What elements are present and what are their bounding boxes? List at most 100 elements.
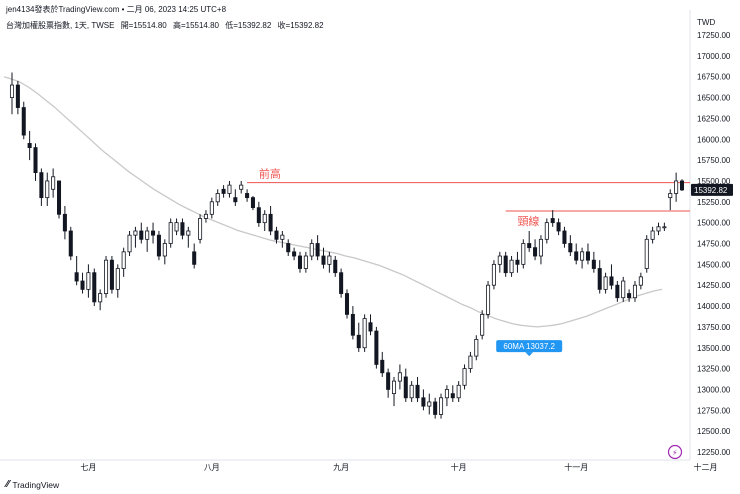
candle-body — [468, 355, 473, 369]
footer-brand-text: TradingView — [12, 479, 60, 490]
candle-body — [104, 259, 109, 294]
candle-body — [303, 255, 308, 269]
candle-body — [580, 251, 585, 261]
candlesticks — [9, 72, 685, 419]
candle-body — [533, 247, 538, 257]
close-value: 收=15392.82 — [277, 21, 324, 30]
y-tick-label: 16250.00 — [697, 114, 731, 123]
ma-value-badge[interactable] — [496, 340, 563, 353]
time-axis: 七月八月九月十月十一月十二月2023二月 — [80, 462, 717, 472]
x-tick-label: 九月 — [333, 463, 349, 472]
y-tick-label: 16000.00 — [697, 135, 731, 144]
candle-body — [9, 84, 15, 98]
candle-body — [486, 284, 491, 315]
y-tick-label: 17250.00 — [697, 31, 731, 40]
neckline-label[interactable]: 頸線 — [517, 214, 539, 228]
svg-text:⚡: ⚡ — [672, 449, 678, 458]
y-tick-label: 13750.00 — [697, 323, 731, 332]
candle-body — [333, 259, 338, 274]
candle-body — [339, 272, 344, 294]
candle-body — [491, 263, 496, 286]
resistance-label[interactable]: 前高 — [259, 167, 281, 181]
candle-body — [121, 251, 126, 269]
candle-body — [62, 213, 67, 232]
candle-body — [674, 180, 679, 194]
candle-body — [274, 230, 279, 240]
y-tick-label: 14750.00 — [697, 240, 731, 249]
y-tick-label: 15500.00 — [697, 177, 731, 186]
symbol-legend: 台灣加權股票指數, 1天, TWSE 開=15514.80 高=15514.80… — [6, 20, 328, 31]
candle-body — [268, 213, 273, 232]
candle-body — [503, 255, 508, 274]
candle-body — [356, 334, 361, 349]
x-tick-label: 八月 — [204, 463, 220, 472]
candle-body — [233, 197, 238, 203]
candle-body — [180, 222, 185, 236]
candle-body — [292, 251, 297, 257]
candle-body — [350, 313, 355, 336]
last-price-tag — [691, 183, 733, 196]
candle-body — [662, 226, 667, 229]
candle-body — [98, 293, 103, 303]
candle-body — [368, 322, 373, 332]
candle-body — [27, 143, 32, 148]
symbol-name[interactable]: 台灣加權股票指數, 1天, TWSE — [6, 21, 115, 30]
candle-body — [380, 359, 385, 374]
candle-body — [256, 207, 261, 224]
candle-body — [550, 218, 555, 224]
low-value: 低=15392.82 — [225, 21, 272, 30]
candle-body — [74, 272, 79, 282]
candle-body — [68, 230, 73, 257]
candle-body — [556, 222, 561, 232]
y-tick-label: 14250.00 — [697, 281, 731, 290]
candle-body — [527, 243, 532, 249]
candle-body — [145, 230, 150, 240]
y-tick-label: 17000.00 — [697, 52, 731, 61]
candle-body — [39, 172, 44, 199]
last-price-label: 15392.82 — [694, 186, 728, 195]
high-value: 高=15514.80 — [172, 21, 220, 30]
candle-body — [421, 397, 426, 407]
currency-label: TWD — [697, 18, 715, 27]
candle-body — [80, 280, 85, 290]
candle-body — [51, 176, 56, 190]
moving-average — [3, 76, 663, 328]
candle-body — [362, 318, 367, 349]
y-tick-label: 15000.00 — [697, 219, 731, 228]
candle-body — [656, 226, 661, 232]
y-tick-label: 12500.00 — [697, 427, 731, 436]
candle-body — [250, 197, 255, 209]
footer-brand[interactable]: ⁄⁄ TradingView — [6, 479, 59, 490]
candle-body — [450, 393, 455, 399]
annotation-lines — [247, 182, 690, 212]
candle-body — [668, 193, 673, 199]
y-tick-label: 13250.00 — [697, 365, 731, 374]
candle-body — [515, 259, 520, 265]
price-axis: 12250.00 12500.00 12750.00 13000.00 13250.00… — [697, 31, 731, 457]
candle-body — [609, 276, 614, 286]
candle-body — [198, 218, 203, 240]
candle-body — [374, 330, 379, 365]
candle-body — [462, 368, 467, 386]
chart-header-title: jen4134發表於TradingView.com • 二月 06, 2023 … — [6, 5, 227, 14]
candle-body — [186, 230, 191, 236]
candle-body — [403, 376, 408, 399]
candle-body — [427, 401, 432, 407]
y-tick-label: 12750.00 — [697, 406, 731, 415]
y-tick-label: 16500.00 — [697, 94, 731, 103]
ma-line — [3, 76, 663, 328]
candle-body — [315, 243, 320, 257]
open-value: 開=15514.80 — [120, 21, 167, 30]
candle-body — [327, 255, 332, 265]
candle-body — [192, 251, 197, 265]
candle-body — [174, 222, 179, 232]
y-tick-label: 14000.00 — [697, 302, 731, 311]
candle-body — [568, 243, 573, 253]
candle-body — [227, 184, 232, 194]
indicator-icon[interactable]: ⚡ — [667, 444, 683, 460]
tradingview-logo-icon: ⁄⁄ — [6, 479, 10, 490]
candle-body — [92, 272, 97, 303]
candle-body — [597, 268, 602, 290]
candle-body — [456, 384, 461, 399]
